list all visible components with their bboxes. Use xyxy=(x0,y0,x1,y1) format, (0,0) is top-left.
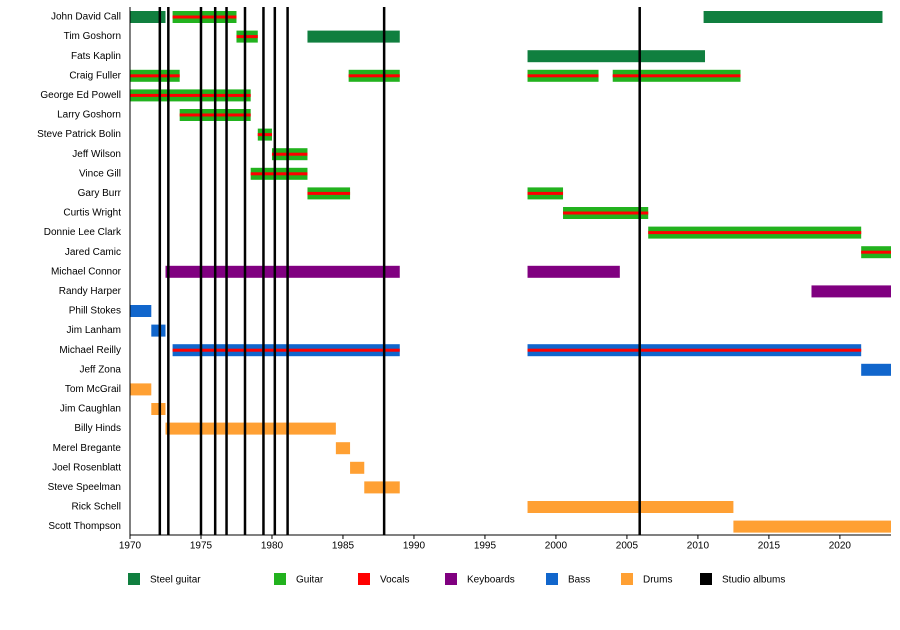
member-label: Jeff Zona xyxy=(79,364,121,375)
legend-swatch xyxy=(621,573,633,585)
member-label: Jim Lanham xyxy=(67,325,121,336)
x-tick-label: 2000 xyxy=(545,541,568,552)
member-label: Rick Schell xyxy=(72,502,121,513)
member-label: Jim Caughlan xyxy=(60,404,121,415)
legend-label: Steel guitar xyxy=(150,575,201,586)
x-tick-label: 2015 xyxy=(758,541,781,552)
member-label: Fats Kaplin xyxy=(71,51,121,62)
legend-swatch xyxy=(445,573,457,585)
member-label: John David Call xyxy=(51,12,121,23)
legend-label: Bass xyxy=(568,575,590,586)
member-label: Billy Hinds xyxy=(74,423,121,434)
member-label: Randy Harper xyxy=(59,286,122,297)
member-label: Tom McGrail xyxy=(65,384,121,395)
member-bar xyxy=(563,211,649,215)
legend-label: Guitar xyxy=(296,575,324,586)
member-label: Steve Patrick Bolin xyxy=(37,129,121,140)
legend-swatch xyxy=(546,573,558,585)
x-tick-label: 1970 xyxy=(119,541,142,552)
x-tick-label: 2010 xyxy=(687,541,710,552)
member-bar xyxy=(861,250,891,254)
member-bar xyxy=(527,348,862,352)
member-label: Jared Camic xyxy=(65,247,121,258)
member-bar xyxy=(151,403,166,415)
member-label: Donnie Lee Clark xyxy=(44,227,122,238)
legend-swatch xyxy=(700,573,712,585)
member-bar xyxy=(335,442,351,455)
x-tick-label: 1985 xyxy=(332,541,355,552)
member-label: Craig Fuller xyxy=(69,70,121,81)
x-tick-label: 1990 xyxy=(403,541,426,552)
member-label: Larry Goshorn xyxy=(57,110,121,121)
member-bar xyxy=(165,265,400,278)
member-label: Phill Stokes xyxy=(69,306,121,317)
member-bar xyxy=(733,520,891,533)
member-bar xyxy=(527,501,734,513)
member-label: Steve Speelman xyxy=(48,482,121,493)
member-bar xyxy=(307,191,351,195)
member-label: Joel Rosenblatt xyxy=(52,462,121,473)
x-tick-label: 1975 xyxy=(190,541,213,552)
member-bar xyxy=(648,231,862,235)
member-bar xyxy=(130,93,251,97)
x-tick-label: 1980 xyxy=(261,541,284,552)
member-bar xyxy=(165,422,336,435)
member-label: Gary Burr xyxy=(78,188,122,199)
legend-label: Drums xyxy=(643,575,672,586)
member-bar xyxy=(527,74,599,78)
member-label: Tim Goshorn xyxy=(64,31,121,42)
member-bar xyxy=(172,15,237,19)
member-bar xyxy=(861,363,891,376)
member-label: Michael Connor xyxy=(51,266,122,277)
member-bar xyxy=(364,481,400,494)
member-bar xyxy=(151,324,166,337)
member-bar xyxy=(236,35,258,39)
member-label: Merel Bregante xyxy=(53,443,122,454)
legend-label: Keyboards xyxy=(467,575,515,586)
x-tick-label: 2020 xyxy=(829,541,852,552)
member-bar xyxy=(257,133,272,137)
legend-swatch xyxy=(274,573,286,585)
member-bar xyxy=(307,30,400,43)
member-bar xyxy=(527,50,706,63)
member-bar xyxy=(130,305,152,317)
member-bar xyxy=(271,152,308,156)
member-bar xyxy=(350,461,365,474)
member-bar xyxy=(703,11,883,23)
member-bar xyxy=(130,74,180,78)
member-bar xyxy=(527,265,620,278)
member-label: Scott Thompson xyxy=(48,521,121,532)
member-label: Vince Gill xyxy=(79,168,121,179)
member-label: Curtis Wright xyxy=(63,208,121,219)
member-bar xyxy=(811,285,891,298)
member-bar xyxy=(348,74,400,78)
legend-label: Vocals xyxy=(380,575,409,586)
member-bar xyxy=(172,348,400,352)
member-bar xyxy=(250,172,308,176)
x-tick-label: 2005 xyxy=(616,541,639,552)
legend-swatch xyxy=(358,573,370,585)
legend-label: Studio albums xyxy=(722,575,785,586)
member-bar xyxy=(130,383,152,396)
member-label: Jeff Wilson xyxy=(72,149,121,160)
member-label: George Ed Powell xyxy=(40,90,121,101)
member-bar xyxy=(612,74,741,78)
x-tick-label: 1995 xyxy=(474,541,497,552)
legend-swatch xyxy=(128,573,140,585)
member-bar xyxy=(527,191,564,195)
member-bar xyxy=(130,11,166,23)
member-label: Michael Reilly xyxy=(59,345,121,356)
